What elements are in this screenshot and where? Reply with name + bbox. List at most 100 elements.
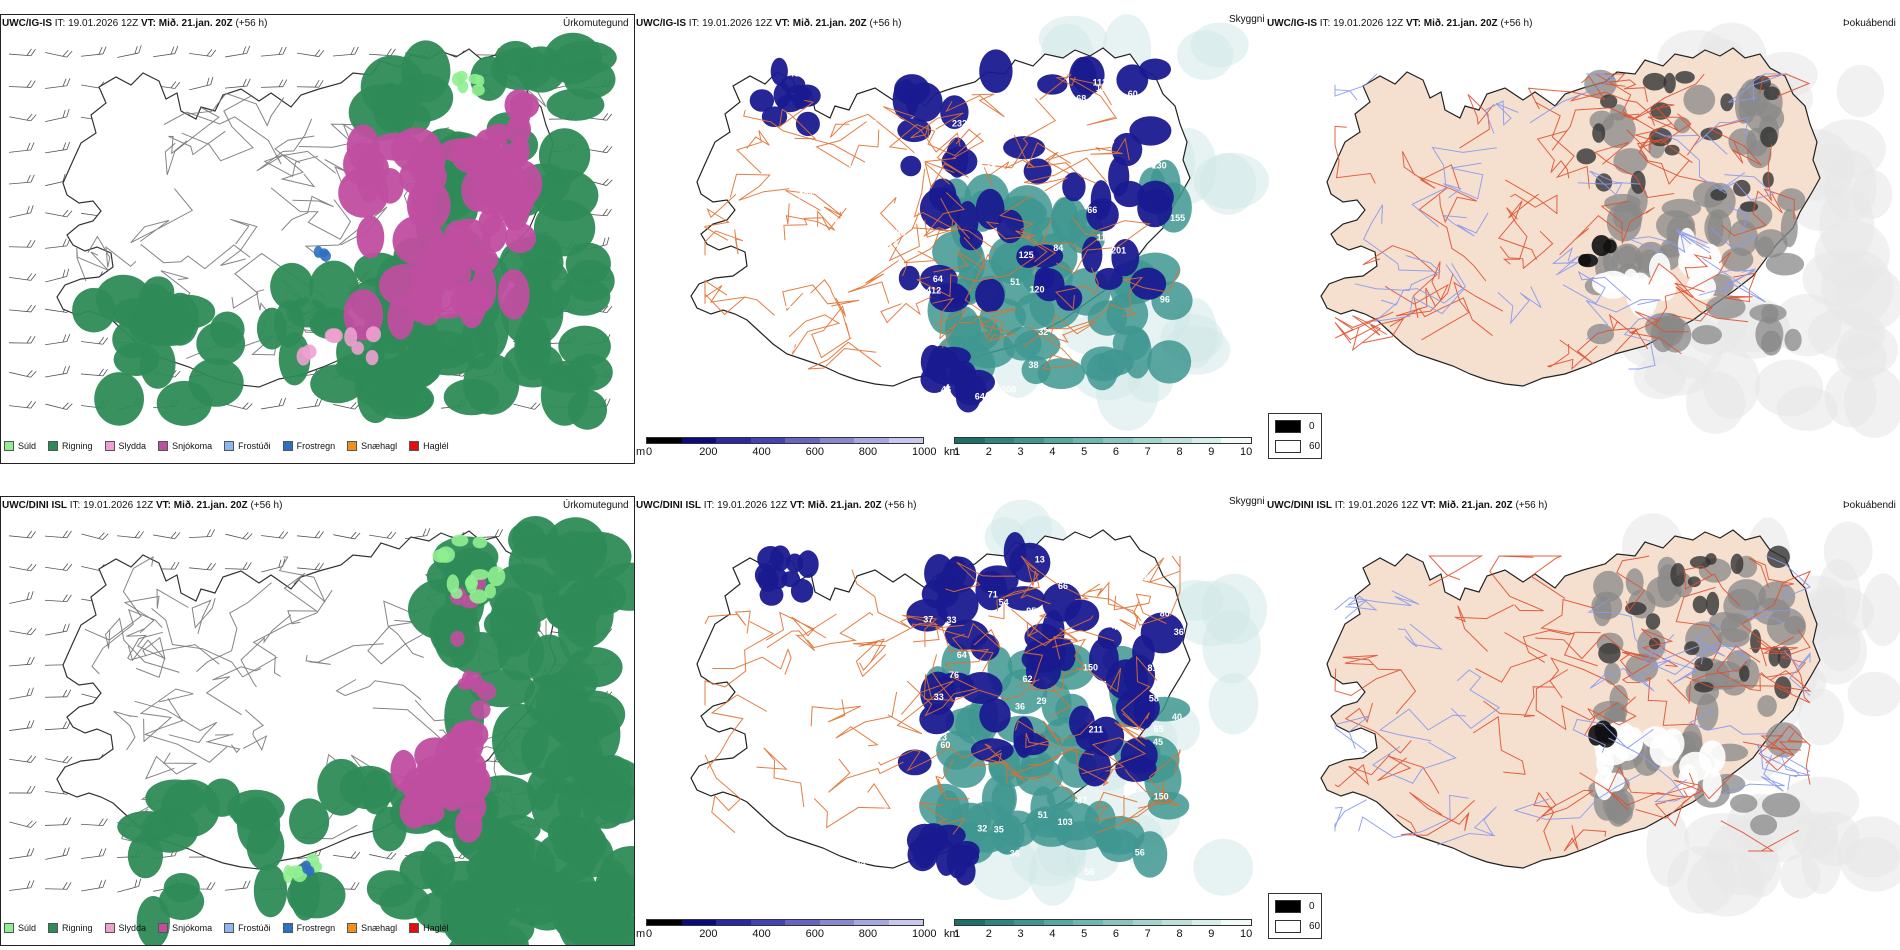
precip-legend-top: Súld Rigning Slydda Snjókoma Frostúði Frostre… xyxy=(4,438,461,454)
color-scale-bar xyxy=(954,437,1252,444)
scale-tick-label: 0 xyxy=(646,928,653,940)
legend-swatch xyxy=(4,923,14,933)
legend-label: Snæhagl xyxy=(361,923,398,933)
legend-item: Snjókoma xyxy=(158,441,212,451)
precip-legend-bottom: Súld Rigning Slydda Snjókoma Frostúði Frostre… xyxy=(4,920,461,936)
scale-unit: km xyxy=(944,928,959,940)
cloud-base-value: 60 xyxy=(1128,89,1138,99)
scale-tick-label: 3 xyxy=(1017,446,1024,458)
scale-tick-label: 7 xyxy=(1144,928,1151,940)
cloud-base-value: 120 xyxy=(1146,605,1161,615)
legend-label: Snjókoma xyxy=(172,923,213,933)
cloud-map-svg: 84 60 64 103 66 64 36 35 40 69 46 57 73 68 80 96 130 155 1… xyxy=(690,14,1269,431)
init-time: IT: 19.01.2026 12Z xyxy=(69,500,154,511)
lead-time: (+56 h) xyxy=(884,500,917,511)
scale-tick-label: 4 xyxy=(1049,446,1056,458)
scale-tick-label: 200 xyxy=(699,928,718,940)
cloud-base-value: 76 xyxy=(949,670,959,680)
cloud-base-value: 36 xyxy=(1010,848,1020,858)
cloud-base-value: 33 xyxy=(838,576,848,586)
legend-swatch xyxy=(347,923,358,933)
fog-panel-top xyxy=(1265,14,1900,464)
legend-label: Slydda xyxy=(118,441,147,451)
legend-swatch xyxy=(48,441,59,451)
panel-title-precip-bottom: UWC/DINI ISL IT: 19.01.2026 12Z VT: Mið.… xyxy=(2,500,282,511)
legend-item: Rigning xyxy=(48,441,93,451)
legend-label: Frostregn xyxy=(296,923,336,933)
cloud-base-value: 51 xyxy=(1010,277,1020,287)
cloud-base-value: 64 xyxy=(957,650,967,660)
cloud-base-value: 58 xyxy=(800,299,810,309)
lead-time: (+56 h) xyxy=(250,500,283,511)
cloud-map-svg: 60 44 71 103 60 56 54 36 32 46 62 54 52 95 65 66 80 66 179… xyxy=(690,499,1267,906)
panel-type-label: Þokuábendi xyxy=(1843,18,1896,29)
panel-type-label: Úrkomutegund xyxy=(563,500,629,511)
cloud-base-value: 62 xyxy=(1022,674,1032,684)
cloud-base-value: 29 xyxy=(1036,696,1046,706)
color-scale-bar xyxy=(646,437,924,444)
scale-tick-label: 8 xyxy=(1176,928,1183,940)
model-name: UWC/IG-IS xyxy=(636,18,686,29)
legend-swatch xyxy=(158,923,169,933)
valid-time: VT: Mið. 21.jan. 20Z xyxy=(1405,18,1498,29)
cloud-base-value: 66 xyxy=(1058,581,1068,591)
legend-item: Frostregn xyxy=(282,923,336,933)
fog-legend-label: 60 xyxy=(1309,921,1321,932)
legend-swatch xyxy=(48,923,59,933)
legend-swatch xyxy=(409,441,420,451)
cloud-base-value: 40 xyxy=(798,153,808,163)
legend-label: Haglél xyxy=(423,441,449,451)
cloud-base-value: 281 xyxy=(799,190,814,200)
scale-tick-label: 800 xyxy=(858,446,878,458)
panel-title-fog-bottom: UWC/DINI ISL IT: 19.01.2026 12Z VT: Mið.… xyxy=(1267,500,1547,511)
cloud-base-value: 67 xyxy=(871,818,881,828)
cloud-base-value: 37 xyxy=(923,615,933,625)
scale-tick-label: 5 xyxy=(1081,928,1088,940)
panel-type-label: Þokuábendi xyxy=(1843,500,1896,511)
cloud-base-value: 73 xyxy=(888,239,898,249)
cloud-base-value: 40 xyxy=(844,255,854,265)
cloud-panel-top: 84 60 64 103 66 64 36 35 40 69 46 57 73 68 80 96 130 155 1… xyxy=(635,14,1270,464)
valid-time: VT: Mið. 21.jan. 20Z xyxy=(1420,500,1513,511)
fog-map-svg xyxy=(1320,513,1900,917)
cloud-base-value: 46 xyxy=(941,385,951,395)
scale-tick-label: 9 xyxy=(1208,446,1215,458)
scale-tick-label: 3 xyxy=(1017,928,1024,940)
cloud-base-value: 118 xyxy=(1097,232,1112,242)
cloud-height-scale-bottom: m 0 200 400 600 800 1000 xyxy=(636,919,936,947)
cloud-base-value: 54 xyxy=(999,598,1009,608)
cloud-base-value: 65 xyxy=(1153,724,1163,734)
scale-tick-label: 2 xyxy=(985,928,992,940)
legend-item: Rigning xyxy=(48,923,93,933)
panel-title-cloud-top: UWC/IG-IS IT: 19.01.2026 12Z VT: Mið. 21… xyxy=(636,18,901,29)
cloud-base-value: 32 xyxy=(977,824,987,834)
cloud-base-value: 103 xyxy=(848,164,863,174)
fog-legend-bottom: 0 60 xyxy=(1268,893,1322,939)
cloud-base-value: 177 xyxy=(1096,83,1111,93)
cloud-base-value: 80 xyxy=(785,343,795,353)
legend-swatch xyxy=(347,441,358,451)
fog-legend-label: 60 xyxy=(1309,441,1321,452)
scale-tick-label: 6 xyxy=(1112,928,1119,940)
scale-tick-label: 400 xyxy=(752,928,771,940)
legend-swatch xyxy=(224,441,235,451)
fog-legend-item: 0 xyxy=(1275,420,1315,433)
legend-swatch xyxy=(4,441,14,451)
legend-label: Frostúði xyxy=(238,441,271,451)
cloud-base-value: 150 xyxy=(1154,792,1169,802)
cloud-base-value: 38 xyxy=(876,842,886,852)
scale-tick-label: 10 xyxy=(1240,928,1253,940)
cloud-base-value: 81 xyxy=(1147,663,1157,673)
precip-type-panel-top xyxy=(0,14,635,464)
init-time: IT: 19.01.2026 12Z xyxy=(1334,500,1419,511)
cloud-base-value: 45 xyxy=(1153,737,1163,747)
visibility-scale-top: km 1 2 3 4 5 6 7 8 9 10 xyxy=(944,437,1264,465)
legend-swatch xyxy=(282,923,293,933)
legend-label: Súld xyxy=(18,923,37,933)
panel-type-label: Úrkomutegund xyxy=(563,18,629,29)
cloud-base-value: 23 xyxy=(937,732,947,742)
init-time: IT: 19.01.2026 12Z xyxy=(688,18,773,29)
cloud-base-value: 64 xyxy=(975,392,985,402)
cloud-base-value: 338 xyxy=(860,307,875,317)
cloud-base-value: 41 xyxy=(845,234,855,244)
